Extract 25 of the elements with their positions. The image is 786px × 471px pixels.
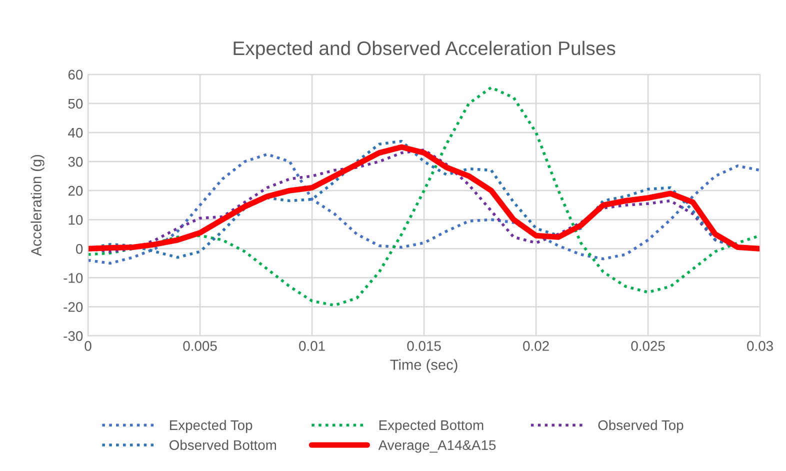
x-tick-label: 0.005 bbox=[183, 341, 217, 351]
x-tick-label: 0.01 bbox=[299, 341, 325, 351]
x-tick-label: 0 bbox=[84, 341, 92, 351]
x-tick-label: 0.015 bbox=[407, 341, 441, 351]
x-tick-label: 0.03 bbox=[747, 341, 773, 351]
y-tick-label: -10 bbox=[64, 273, 83, 283]
y-tick-label: -30 bbox=[64, 331, 83, 341]
y-tick-label: 0 bbox=[76, 244, 83, 254]
y-tick-label: 40 bbox=[68, 128, 83, 138]
x-tick-label: 0.02 bbox=[523, 341, 549, 351]
y-tick-label: 60 bbox=[68, 70, 83, 80]
y-tick-label: 20 bbox=[68, 186, 83, 196]
legend-label: Observed Bottom bbox=[170, 440, 276, 450]
legend-label: Average_A14&A15 bbox=[378, 440, 496, 453]
legend-label: Expected Top bbox=[170, 420, 252, 433]
y-tick-label: -20 bbox=[64, 302, 83, 312]
x-tick-label: 0.025 bbox=[631, 341, 665, 351]
y-tick-label: 10 bbox=[68, 214, 83, 225]
y-tick-label: 30 bbox=[68, 156, 83, 167]
chart-title: Expected and Observed Acceleration Pulses bbox=[234, 40, 616, 60]
x-axis-title: Time (sec) bbox=[390, 359, 458, 373]
y-tick-label: 50 bbox=[68, 98, 83, 109]
legend-label: Observed Top bbox=[598, 420, 684, 433]
legend-label: Expected Bottom bbox=[379, 420, 484, 433]
y-axis-title: Acceleration (g) bbox=[30, 154, 44, 256]
